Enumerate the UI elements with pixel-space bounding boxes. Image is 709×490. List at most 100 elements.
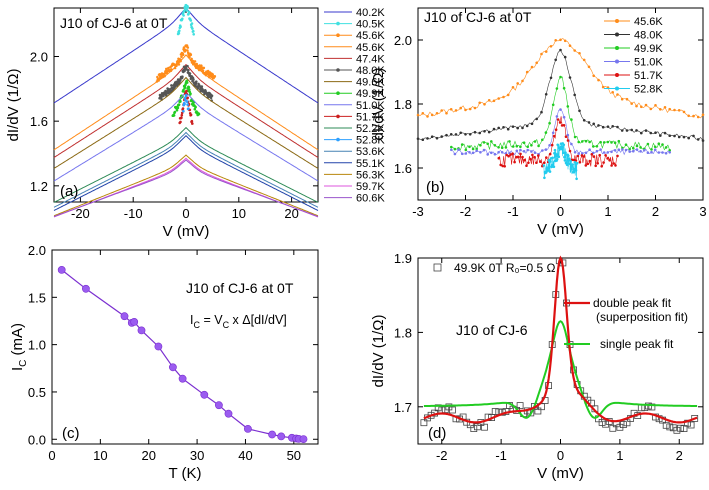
series-40-5K [176, 3, 195, 36]
data-point [544, 170, 548, 174]
data-point [529, 157, 532, 161]
legend-marker [615, 59, 619, 64]
data-point [186, 49, 189, 52]
x-axis-label: T (K) [168, 465, 201, 482]
legend: 49.9K 0T R₀=0.5 Ω double peak fit(superpo… [433, 261, 688, 351]
legend-entry: 56.3K [356, 169, 385, 181]
data-point [606, 140, 610, 144]
data-point [595, 149, 599, 153]
data-point [178, 81, 181, 84]
x-tick-label: -1 [507, 204, 519, 219]
data-point [628, 150, 631, 153]
data-point [669, 424, 677, 432]
data-point [639, 150, 642, 153]
x-tick-label: 20 [141, 448, 155, 463]
data-point [572, 167, 576, 171]
data-point [527, 161, 530, 165]
legend-marker [615, 73, 619, 77]
data-point [673, 426, 681, 434]
data-point [582, 119, 586, 122]
data-point [543, 176, 546, 180]
data-point [635, 104, 638, 108]
data-point [595, 145, 599, 148]
data-point [506, 127, 510, 131]
data-point [548, 170, 552, 173]
legend-entry: 51.7K [356, 111, 385, 123]
data-point [545, 156, 548, 159]
data-point [559, 108, 562, 111]
data-point [196, 87, 200, 90]
y-tick-label: 1.7 [394, 400, 412, 415]
data-point [588, 159, 592, 163]
legend-entry: 60.6K [356, 193, 385, 205]
series-line [53, 63, 319, 158]
legend-entry: 48.0K [634, 30, 663, 42]
data-point [454, 133, 458, 136]
data-point [448, 406, 456, 414]
legend-marker [336, 137, 340, 142]
data-point [179, 100, 182, 103]
data-point [620, 97, 624, 101]
data-point [555, 157, 559, 161]
data-point [185, 9, 189, 12]
data-point [563, 159, 567, 162]
data-point [551, 156, 554, 160]
data-point [486, 142, 490, 146]
series-49-9K [450, 75, 671, 152]
data-point [533, 140, 537, 143]
data-point [581, 152, 584, 155]
data-point [179, 25, 182, 29]
data-point [214, 401, 223, 410]
data-point [525, 164, 528, 167]
legend-entry: 40.2K [356, 7, 385, 19]
data-point [481, 423, 488, 431]
data-point [554, 154, 558, 158]
data-point [516, 402, 524, 410]
data-point [565, 163, 569, 167]
y-tick-label: 0.5 [28, 385, 46, 400]
data-point [687, 114, 690, 118]
series-line [53, 131, 319, 208]
data-point [200, 85, 204, 88]
series-line [53, 91, 319, 182]
series-52-2K [53, 126, 319, 203]
data-point [590, 153, 594, 156]
y-tick-label: 0.0 [28, 432, 46, 447]
data-point [649, 131, 653, 135]
panel-label: (d) [428, 425, 446, 442]
data-point [120, 312, 129, 321]
data-point [544, 148, 548, 151]
x-axis-label: V (mV) [537, 465, 584, 482]
x-tick-label: 3 [699, 204, 706, 219]
data-point [505, 153, 509, 157]
data-point [194, 105, 197, 109]
data-point [478, 131, 482, 135]
data-point [181, 11, 185, 15]
data-point [508, 140, 511, 143]
data-point [664, 152, 668, 155]
data-point [137, 326, 146, 335]
series-52-8K [182, 93, 190, 113]
data-point [521, 155, 524, 159]
formula-part: I [190, 313, 193, 327]
data-point [568, 76, 572, 79]
x-tick-label: -20 [71, 206, 90, 221]
data-point [611, 125, 614, 128]
data-point [430, 113, 434, 117]
data-point [541, 138, 544, 142]
data-point [598, 153, 601, 157]
data-point [554, 58, 557, 62]
data-point [445, 133, 448, 137]
data-point [682, 110, 686, 114]
data-point [426, 137, 429, 140]
data-point [190, 22, 194, 25]
data-point [183, 85, 187, 89]
data-point [453, 147, 457, 151]
x-tick-label: 20 [284, 206, 298, 221]
legend-entry: double peak fit [593, 296, 672, 310]
data-point [592, 74, 595, 78]
data-point [416, 113, 420, 117]
data-point [473, 130, 477, 134]
data-point [490, 151, 493, 155]
data-point [540, 110, 543, 114]
